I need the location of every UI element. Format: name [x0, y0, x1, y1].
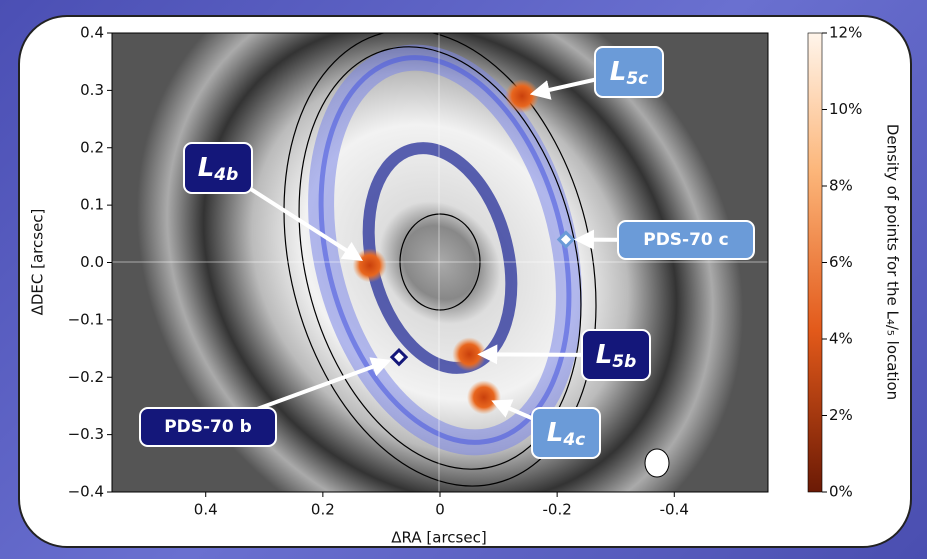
colorbar-tick-label: 12%	[829, 24, 862, 42]
y-tick-label: 0.3	[80, 81, 104, 99]
callout: L5c	[595, 47, 663, 97]
y-tick-label: 0.0	[80, 253, 104, 271]
y-tick-label: −0.1	[68, 310, 104, 328]
colorbar-tick-label: 10%	[829, 100, 862, 118]
callout: L5b	[582, 330, 650, 380]
colorbar-tick-label: 6%	[829, 253, 853, 271]
x-axis-label: ΔRA [arcsec]	[391, 529, 486, 547]
point-cloud	[467, 380, 501, 414]
callout-label: PDS-70 b	[164, 417, 252, 437]
x-tick-label: 0.2	[311, 501, 335, 519]
colorbar-label: Density of points for the L₄/₅ location	[884, 124, 902, 400]
y-tick-label: −0.3	[68, 425, 104, 443]
colorbar-tick-label: 4%	[829, 330, 853, 348]
callout: L4b	[184, 143, 252, 193]
y-tick-label: 0.1	[80, 196, 104, 214]
y-tick-label: −0.2	[68, 368, 104, 386]
x-tick-label: 0.4	[194, 501, 218, 519]
x-tick-label: 0	[435, 501, 445, 519]
colorbar-tick-label: 2%	[829, 406, 853, 424]
y-axis-label: ΔDEC [arcsec]	[29, 209, 47, 316]
colorbar-tick-label: 8%	[829, 177, 853, 195]
colorbar	[808, 33, 822, 492]
y-tick-label: −0.4	[68, 483, 104, 501]
x-tick-label: -0.2	[543, 501, 572, 519]
point-cloud	[505, 79, 539, 113]
callout: PDS-70 c	[618, 221, 754, 259]
chart: ΔRA [arcsec] ΔDEC [arcsec] Density of po…	[0, 0, 927, 559]
point-cloud	[353, 248, 387, 282]
callout: PDS-70 b	[140, 408, 276, 446]
y-tick-label: 0.2	[80, 138, 104, 156]
y-tick-label: 0.4	[80, 24, 104, 42]
x-tick-label: -0.4	[660, 501, 689, 519]
colorbar-tick-label: 0%	[829, 483, 853, 501]
callout: L4c	[532, 408, 600, 458]
callout-label: PDS-70 c	[643, 230, 729, 250]
point-cloud	[452, 337, 486, 371]
page: ΔRA [arcsec] ΔDEC [arcsec] Density of po…	[0, 0, 927, 559]
